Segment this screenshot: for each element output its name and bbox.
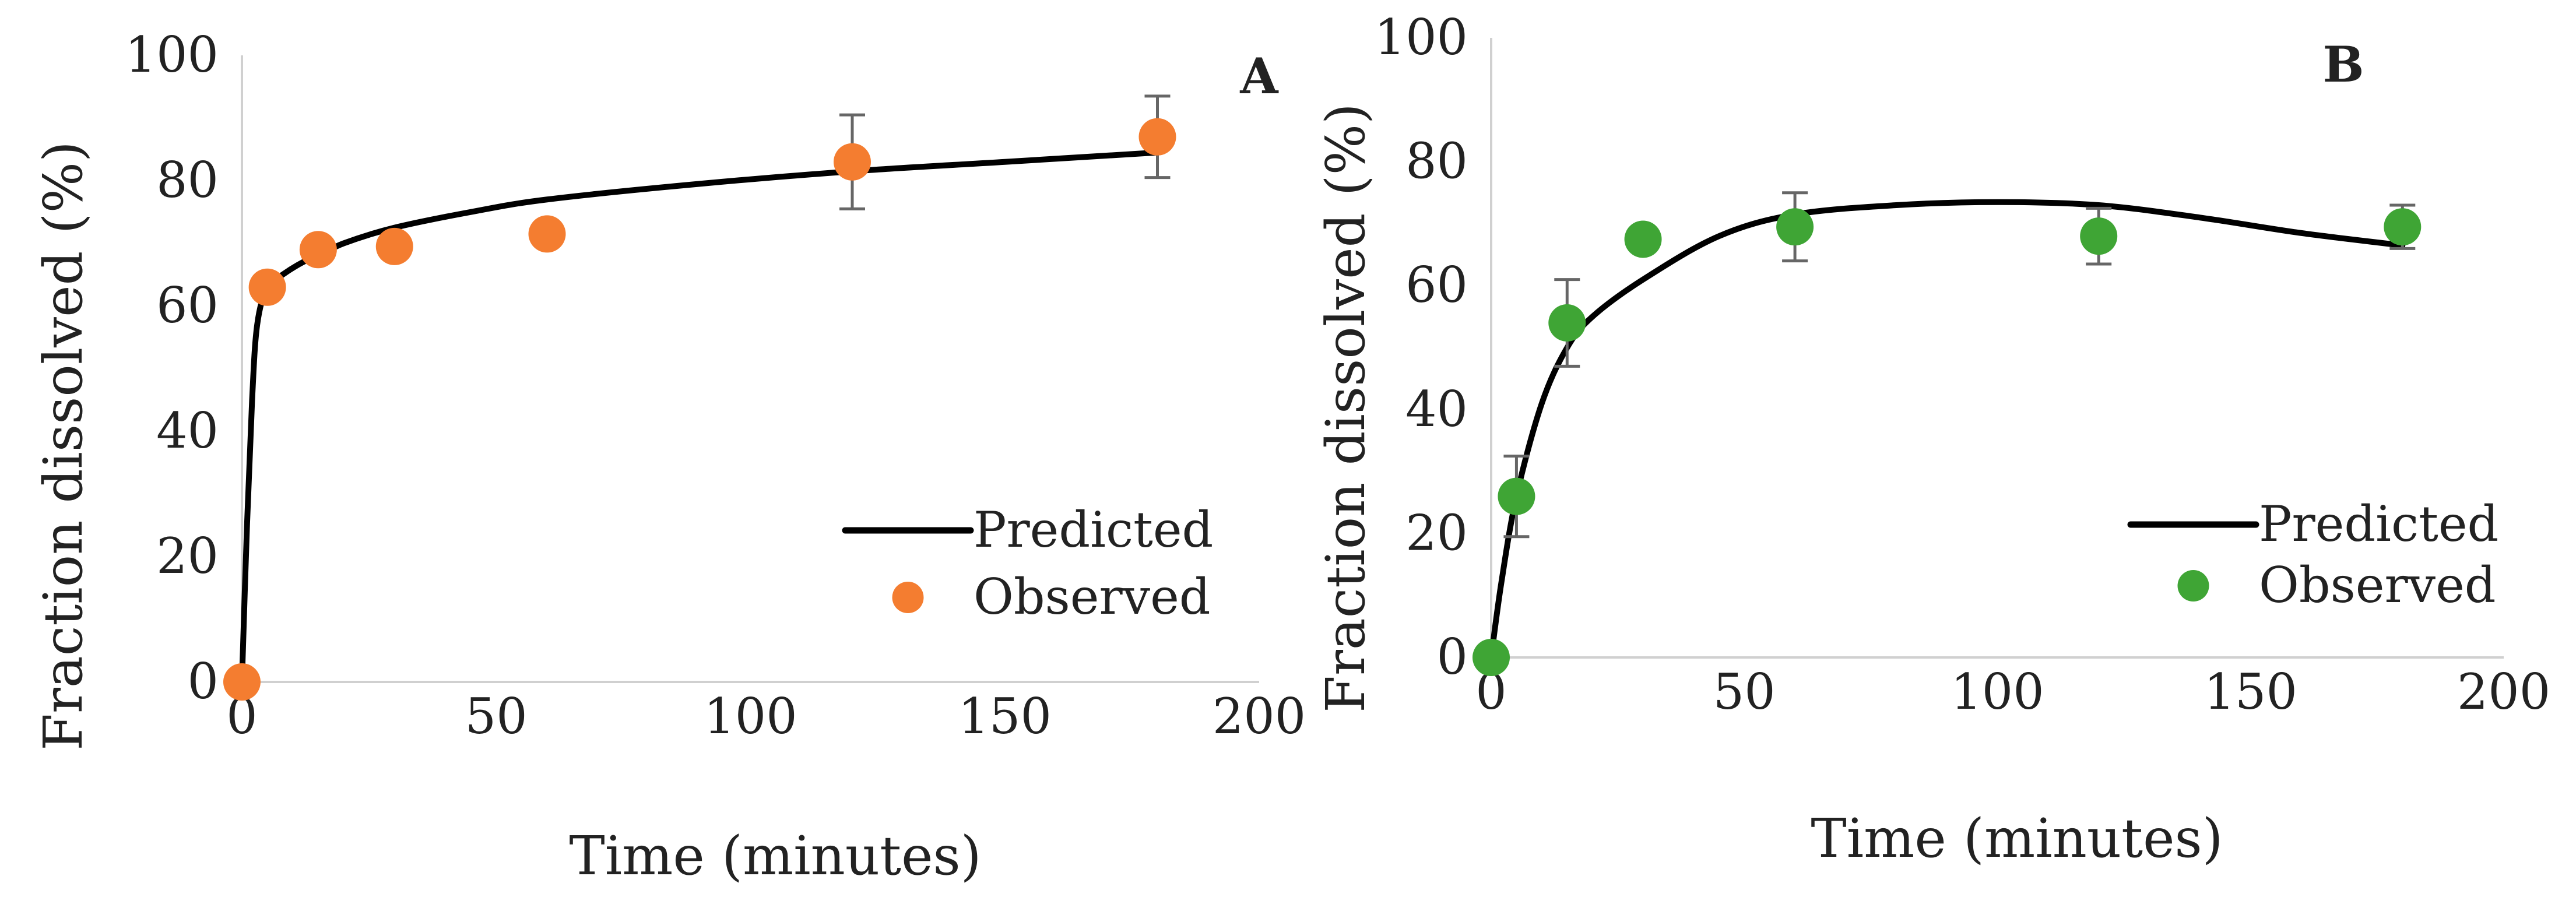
y-tick-label: 0 <box>188 653 219 710</box>
panel-b-x-axis-title: Time (minutes) <box>1811 807 2223 870</box>
panel-a: A Time (minutes) Fraction dissolved (%) … <box>32 26 1306 887</box>
observed-point <box>1548 304 1586 342</box>
y-tick-label: 100 <box>125 26 219 83</box>
y-tick-label: 20 <box>1405 504 1468 561</box>
legend-observed-swatch <box>892 582 924 613</box>
y-tick-label: 40 <box>156 402 219 459</box>
y-tick-label: 80 <box>1405 133 1468 190</box>
x-tick-label: 200 <box>1213 688 1306 745</box>
observed-point <box>1498 477 1535 515</box>
y-tick-label: 0 <box>1437 628 1468 685</box>
x-tick-label: 150 <box>2204 663 2297 720</box>
observed-point <box>299 231 337 269</box>
x-tick-label: 100 <box>704 688 797 745</box>
observed-point <box>1138 118 1176 156</box>
x-tick-label: 50 <box>1713 663 1776 720</box>
legend-observed-label: Observed <box>974 568 1211 625</box>
legend-predicted-label: Predicted <box>2259 495 2498 553</box>
x-tick-label: 100 <box>1951 663 2044 720</box>
x-tick-label: 200 <box>2457 663 2550 720</box>
panel-b: B Time (minutes) Fraction dissolved (%) … <box>1315 9 2550 870</box>
observed-point <box>2080 217 2118 255</box>
x-tick-label: 150 <box>958 688 1052 745</box>
y-tick-label: 60 <box>1405 256 1468 314</box>
observed-point <box>1624 220 1662 258</box>
legend-observed-label: Observed <box>2259 557 2496 614</box>
x-tick-label: 50 <box>465 688 528 745</box>
observed-point <box>834 143 871 181</box>
panel-a-letter: A <box>1239 47 1279 105</box>
observed-point <box>223 663 261 701</box>
predicted-line <box>1488 199 2406 660</box>
observed-point <box>2384 208 2422 246</box>
y-tick-label: 100 <box>1375 9 1468 66</box>
panel-b-letter: B <box>2323 36 2364 93</box>
y-tick-label: 40 <box>1405 381 1468 438</box>
panel-a-x-axis-title: Time (minutes) <box>569 825 981 887</box>
observed-point <box>248 268 286 306</box>
observed-point <box>375 227 413 265</box>
observed-point <box>1776 208 1814 246</box>
legend-predicted-label: Predicted <box>974 501 1213 558</box>
y-tick-label: 80 <box>156 152 219 209</box>
legend-observed-swatch <box>2177 570 2209 601</box>
panel-b-y-axis-title: Fraction dissolved (%) <box>1315 103 1377 713</box>
observed-point <box>528 215 566 253</box>
y-tick-label: 20 <box>156 527 219 585</box>
y-tick-label: 60 <box>156 277 219 334</box>
panel-a-y-axis-title: Fraction dissolved (%) <box>32 141 94 751</box>
observed-point <box>1472 639 1510 676</box>
